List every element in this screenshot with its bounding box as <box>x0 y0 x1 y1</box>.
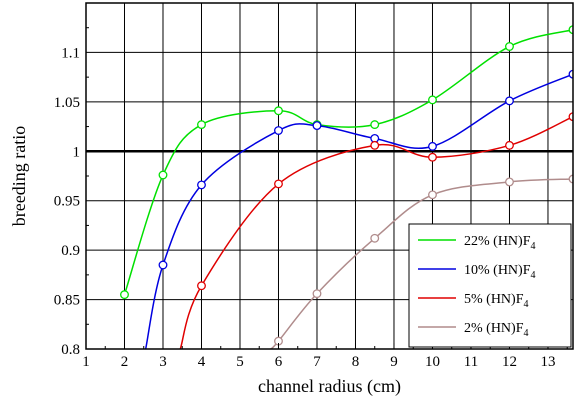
data-point-marker <box>428 95 437 105</box>
data-point-marker <box>274 179 283 189</box>
x-axis-title: channel radius (cm) <box>258 376 401 397</box>
data-point-marker <box>274 106 283 116</box>
x-tick-label: 8 <box>352 354 360 370</box>
y-tick-label: 1 <box>73 144 81 160</box>
data-point-marker <box>158 170 168 180</box>
data-point-marker <box>120 290 129 300</box>
y-axis-title: breeding ratio <box>9 126 29 226</box>
y-axis-ticks: 0.8 0.85 0.9 0.95 1 1.05 1.1 <box>54 27 89 358</box>
data-point-marker <box>274 126 283 135</box>
y-tick-label: 0.9 <box>61 243 80 259</box>
x-tick-label: 11 <box>464 354 478 370</box>
data-point-marker <box>312 121 322 131</box>
x-tick-label: 2 <box>121 354 129 370</box>
series-markers <box>120 25 573 346</box>
data-point-marker <box>505 42 514 51</box>
x-tick-label: 4 <box>198 354 206 370</box>
data-point-marker <box>505 177 514 187</box>
data-point-marker <box>428 141 437 151</box>
data-point-marker <box>312 289 322 299</box>
data-point-marker <box>197 180 206 190</box>
y-tick-label: 0.85 <box>54 293 80 309</box>
x-tick-label: 10 <box>425 354 440 370</box>
data-point-marker <box>568 174 573 184</box>
data-point-marker <box>197 281 206 291</box>
data-point-marker <box>505 96 514 106</box>
x-tick-label: 6 <box>275 354 283 370</box>
data-point-marker <box>370 120 380 130</box>
y-tick-label: 1.1 <box>61 45 80 61</box>
data-point-marker <box>197 120 206 130</box>
data-point-marker <box>505 140 514 150</box>
x-tick-label: 1 <box>82 354 90 370</box>
data-point-marker <box>158 260 168 270</box>
data-point-marker <box>370 233 380 243</box>
x-tick-label: 12 <box>502 354 517 370</box>
data-point-marker <box>428 190 437 200</box>
y-tick-label: 0.95 <box>54 194 80 210</box>
x-axis-ticks: 1 2 3 4 5 6 7 8 9 10 11 12 13 <box>82 343 568 370</box>
x-tick-label: 9 <box>390 354 398 370</box>
legend-label: 22% (HN)F4 <box>464 234 536 252</box>
legend-label: 10% (HN)F4 <box>464 263 536 281</box>
x-tick-label: 7 <box>313 354 321 370</box>
data-point-marker <box>568 25 573 35</box>
legend-label: 5% (HN)F4 <box>464 292 529 310</box>
y-tick-label: 1.05 <box>54 95 80 111</box>
x-tick-label: 3 <box>159 354 167 370</box>
data-point-marker <box>568 112 573 122</box>
data-point-marker <box>370 140 380 150</box>
x-tick-label: 13 <box>540 354 555 370</box>
x-tick-label: 5 <box>236 354 244 370</box>
data-point-marker <box>568 69 573 79</box>
y-tick-label: 0.8 <box>61 342 80 358</box>
data-point-marker <box>428 152 437 162</box>
legend: 22% (HN)F4 10% (HN)F4 5% (HN)F4 2% (HN)F4 <box>408 223 572 348</box>
legend-label: 2% (HN)F4 <box>464 321 529 339</box>
